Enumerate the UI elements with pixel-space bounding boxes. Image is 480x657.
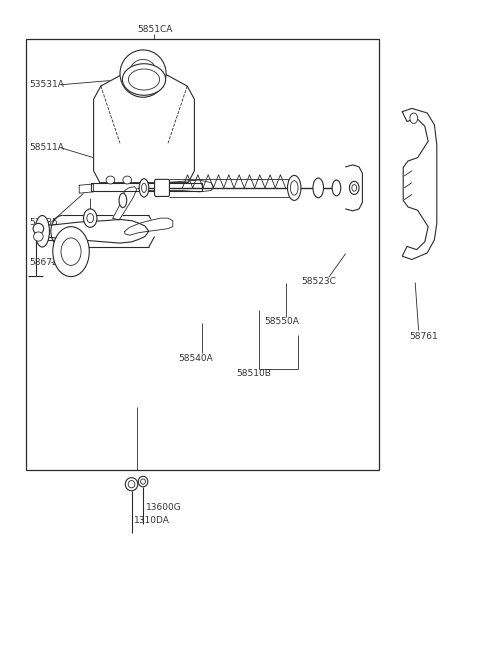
Text: 58550A: 58550A (264, 317, 299, 327)
Circle shape (84, 209, 97, 227)
Ellipse shape (106, 176, 115, 184)
Ellipse shape (128, 481, 135, 487)
Polygon shape (38, 219, 149, 243)
Text: 58672: 58672 (30, 258, 59, 267)
Circle shape (349, 181, 359, 194)
Circle shape (53, 227, 89, 277)
Text: 1310DA: 1310DA (134, 516, 170, 525)
Ellipse shape (290, 181, 298, 195)
Ellipse shape (141, 479, 145, 484)
Text: 58761: 58761 (409, 332, 438, 341)
Text: 58523C: 58523C (301, 277, 336, 286)
Text: 13600G: 13600G (146, 503, 181, 512)
Text: 58510B: 58510B (236, 369, 271, 378)
Ellipse shape (129, 59, 157, 88)
Ellipse shape (142, 183, 146, 193)
Ellipse shape (313, 178, 324, 198)
Polygon shape (91, 183, 202, 191)
Polygon shape (113, 187, 137, 220)
Polygon shape (144, 180, 214, 192)
Text: 5851CA: 5851CA (137, 25, 172, 34)
Text: 58511A: 58511A (30, 143, 65, 152)
Ellipse shape (35, 215, 49, 247)
Polygon shape (346, 165, 362, 211)
Ellipse shape (122, 64, 166, 95)
Polygon shape (94, 72, 194, 183)
Ellipse shape (125, 478, 138, 491)
Text: 53535: 53535 (30, 217, 59, 227)
Ellipse shape (34, 232, 43, 241)
Text: 58540A: 58540A (179, 353, 213, 363)
Ellipse shape (123, 176, 132, 184)
Ellipse shape (288, 175, 301, 200)
Text: 53531A: 53531A (30, 80, 65, 89)
FancyBboxPatch shape (155, 179, 169, 196)
Ellipse shape (119, 193, 127, 208)
Ellipse shape (138, 476, 148, 487)
Circle shape (61, 238, 81, 265)
Polygon shape (402, 108, 437, 260)
Circle shape (87, 214, 94, 223)
Circle shape (410, 113, 418, 124)
Bar (26, 39, 379, 470)
Polygon shape (79, 184, 94, 193)
Polygon shape (125, 218, 173, 235)
Ellipse shape (129, 69, 159, 90)
Ellipse shape (139, 179, 149, 197)
Ellipse shape (33, 223, 44, 234)
Circle shape (352, 185, 357, 191)
Ellipse shape (332, 180, 341, 196)
Ellipse shape (120, 50, 166, 97)
